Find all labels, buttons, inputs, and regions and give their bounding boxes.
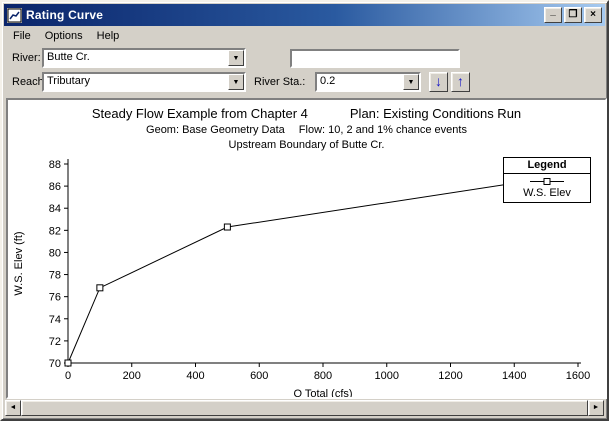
horizontal-scrollbar[interactable]: ◄ ►: [5, 400, 604, 416]
scroll-left-icon[interactable]: ◄: [5, 400, 21, 416]
chevron-down-icon[interactable]: ▼: [228, 50, 244, 66]
scroll-right-icon[interactable]: ►: [588, 400, 604, 416]
svg-text:86: 86: [49, 181, 61, 193]
info-textbox[interactable]: [290, 49, 460, 68]
svg-text:400: 400: [186, 370, 204, 382]
svg-text:80: 80: [49, 247, 61, 259]
controls-panel: River: Butte Cr. ▼ Reach: Tributary ▼ Ri…: [4, 45, 605, 97]
next-station-button[interactable]: ↑: [451, 72, 470, 92]
river-sta-combo[interactable]: 0.2 ▼: [315, 72, 421, 92]
svg-text:0: 0: [65, 370, 71, 382]
menu-file[interactable]: File: [13, 30, 31, 42]
chevron-down-icon[interactable]: ▼: [228, 74, 244, 90]
svg-text:600: 600: [250, 370, 268, 382]
svg-text:76: 76: [49, 292, 61, 304]
chart-subtitle-2: Upstream Boundary of Butte Cr.: [228, 139, 385, 151]
scrollbar-track[interactable]: [21, 400, 588, 416]
river-label: River:: [12, 52, 41, 64]
legend-title: Legend: [504, 158, 590, 174]
svg-text:1600: 1600: [566, 370, 590, 382]
svg-text:1400: 1400: [502, 370, 526, 382]
legend: Legend W.S. Elev: [503, 157, 591, 203]
svg-text:88: 88: [49, 159, 61, 171]
minimize-button[interactable]: _: [544, 7, 562, 23]
legend-entry-label: W.S. Elev: [523, 187, 571, 199]
river-sta-combo-value: 0.2: [317, 74, 403, 90]
legend-marker-icon: [504, 174, 590, 187]
chevron-down-icon[interactable]: ▼: [403, 74, 419, 90]
close-button[interactable]: ×: [584, 7, 602, 23]
previous-station-button[interactable]: ↓: [429, 72, 448, 92]
menu-help[interactable]: Help: [96, 30, 120, 42]
svg-text:78: 78: [49, 270, 61, 282]
reach-combo-value: Tributary: [44, 74, 228, 90]
rating-curve-chart: Steady Flow Example from Chapter 4 Plan: …: [6, 98, 607, 399]
svg-text:72: 72: [49, 336, 61, 348]
river-sta-label: River Sta.:: [254, 76, 306, 88]
svg-text:800: 800: [314, 370, 332, 382]
maximize-button[interactable]: ❐: [564, 7, 582, 23]
titlebar: Rating Curve _ ❐ ×: [4, 4, 605, 26]
svg-text:74: 74: [49, 314, 61, 326]
river-combo[interactable]: Butte Cr. ▼: [42, 48, 246, 68]
reach-combo[interactable]: Tributary ▼: [42, 72, 246, 92]
svg-text:W.S. Elev (ft): W.S. Elev (ft): [13, 231, 25, 295]
chart-title: Steady Flow Example from Chapter 4 Plan: …: [91, 106, 522, 121]
svg-text:200: 200: [123, 370, 141, 382]
river-combo-value: Butte Cr.: [44, 50, 228, 66]
svg-text:82: 82: [49, 225, 61, 237]
scrollbar-thumb[interactable]: [21, 400, 588, 416]
app-icon: [7, 7, 22, 23]
menu-options[interactable]: Options: [44, 30, 83, 42]
svg-text:70: 70: [49, 358, 61, 370]
svg-text:Q Total (cfs): Q Total (cfs): [293, 388, 352, 399]
window-title: Rating Curve: [26, 8, 104, 22]
plot-area: 0 200 400 600 800 1000 1200 1400 1600 70 72 74 76 78 8…: [13, 159, 590, 399]
svg-text:84: 84: [49, 203, 61, 215]
chart-subtitle: Geom: Base Geometry Data Flow: 10, 2 and …: [146, 124, 467, 136]
svg-text:1200: 1200: [438, 370, 462, 382]
svg-text:1000: 1000: [375, 370, 399, 382]
menubar: File Options Help: [4, 27, 605, 45]
reach-label: Reach:: [12, 76, 47, 88]
